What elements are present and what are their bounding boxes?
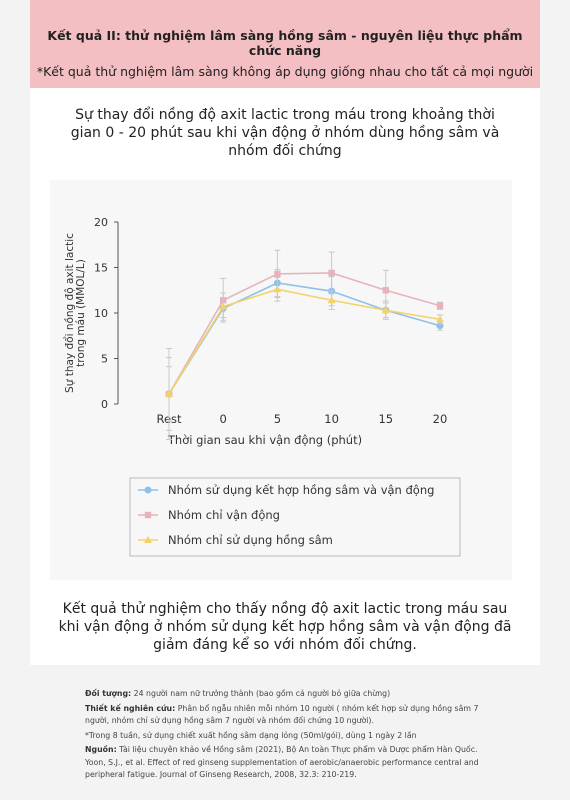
marker <box>382 287 389 294</box>
legend-marker <box>144 511 152 519</box>
legend-label: Nhóm chỉ sử dụng hồng sâm <box>168 533 333 547</box>
marker <box>274 270 281 278</box>
marker <box>436 302 444 309</box>
footnote-label: Nguồn: <box>85 745 117 754</box>
header: Kết quả II: thử nghiệm lâm sàng hồng sâm… <box>30 0 540 88</box>
footnote-text: Tài liệu chuyên khảo về Hồng sâm (2021),… <box>85 745 479 779</box>
series-line <box>168 272 441 395</box>
footnote-label: Thiết kế nghiên cứu: <box>85 703 176 713</box>
marker <box>219 302 228 310</box>
y-tick-label: 10 <box>94 307 108 320</box>
chart-heading: Sự thay đổi nồng độ axit lactic trong má… <box>70 107 500 159</box>
footnote-text: 24 người nam nữ trưởng thành (bao gồm cả… <box>133 689 391 698</box>
y-axis-label: trong máu (MMOL/L) <box>75 259 87 367</box>
legend-marker <box>144 486 152 494</box>
header-subtitle: *Kết quả thử nghiệm lâm sàng không áp dụ… <box>36 64 534 79</box>
marker <box>328 269 335 277</box>
x-tick-label: 0 <box>220 412 227 426</box>
marker <box>436 315 444 323</box>
x-tick-label: 10 <box>324 412 339 426</box>
marker <box>273 285 282 293</box>
x-tick-label: 20 <box>433 412 448 426</box>
footnote-label: Đối tượng: <box>85 689 132 698</box>
footnote-text: *Trong 8 tuần, sử dụng chiết xuất hồng s… <box>85 730 417 740</box>
legend-label: Nhóm sử dụng kết hợp hồng sâm và vận độn… <box>168 483 434 497</box>
footnote: Nguồn: Tài liệu chuyên khảo về Hồng sâm … <box>85 744 495 782</box>
header-title: Kết quả II: thử nghiệm lâm sàng hồng sâm… <box>47 28 523 58</box>
y-tick-label: 0 <box>101 398 108 411</box>
y-tick-label: 20 <box>94 216 108 229</box>
footnote: Thiết kế nghiên cứu: Phân bổ ngẫu nhiên … <box>85 703 495 728</box>
x-tick-label: 15 <box>378 412 393 426</box>
marker <box>165 389 173 397</box>
legend <box>129 477 461 557</box>
x-tick-label: 5 <box>274 412 281 426</box>
footnote: Đối tượng: 24 người nam nữ trưởng thành … <box>85 688 495 701</box>
series-line <box>168 282 441 395</box>
series-line <box>168 288 441 395</box>
legend-marker <box>144 536 152 543</box>
footnote: *Trong 8 tuần, sử dụng chiết xuất hồng s… <box>85 730 495 743</box>
y-tick-label: 5 <box>101 353 108 366</box>
y-axis-label: Sự thay đổi nồng độ axit lactic <box>63 233 76 393</box>
x-axis-label: Thời gian sau khi vận động (phút) <box>167 433 362 447</box>
y-tick-label: 15 <box>94 262 108 275</box>
marker <box>327 296 336 304</box>
footnote-text: Phân bổ ngẫu nhiên mỗi nhóm 10 người ( n… <box>85 703 479 726</box>
conclusion: Kết quả thử nghiệm cho thấy nồng độ axit… <box>58 601 512 653</box>
legend-label: Nhóm chỉ vận động <box>168 508 280 522</box>
marker <box>381 306 390 314</box>
footnotes: Đối tượng: 24 người nam nữ trưởng thành … <box>85 688 495 784</box>
